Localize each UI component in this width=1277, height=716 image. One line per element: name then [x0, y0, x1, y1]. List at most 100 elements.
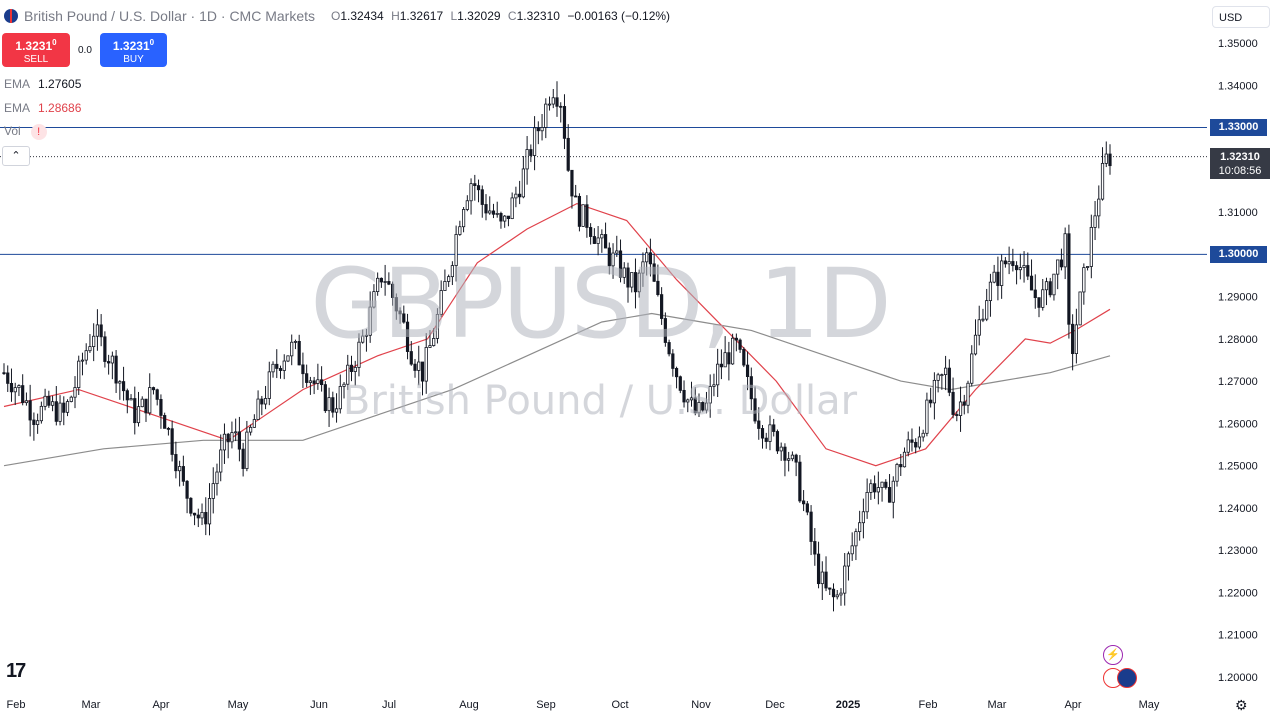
candle: [297, 334, 301, 366]
candle: [992, 264, 996, 284]
candle: [1048, 277, 1052, 298]
symbol-title[interactable]: British Pound / U.S. Dollar: [24, 8, 187, 24]
buy-price: 1.3231: [112, 39, 150, 53]
currency-selector[interactable]: USD: [1212, 6, 1270, 28]
candle: [914, 438, 918, 454]
buy-label: BUY: [123, 54, 144, 65]
candle-body: [902, 451, 907, 468]
candle-body: [219, 449, 223, 473]
candle: [891, 476, 895, 519]
us-uk-flags-icon[interactable]: [1103, 668, 1137, 688]
candle: [65, 399, 70, 417]
candle-body: [155, 389, 159, 400]
warning-icon[interactable]: !: [30, 124, 47, 140]
candle: [932, 372, 936, 420]
ema-1-legend[interactable]: EMA 1.27605: [4, 77, 82, 91]
candle-body: [611, 252, 615, 267]
candle-body: [1104, 153, 1108, 164]
candle-body: [727, 352, 731, 365]
candle-body: [263, 398, 268, 405]
candle: [69, 395, 73, 403]
candle-body: [476, 185, 481, 191]
candle: [865, 478, 869, 519]
candle: [693, 387, 697, 416]
candle: [491, 203, 496, 219]
candle-body: [166, 427, 171, 430]
candle: [222, 423, 227, 464]
ema-2-legend[interactable]: EMA 1.28686: [4, 101, 82, 115]
candle: [293, 339, 298, 350]
candle-body: [1100, 162, 1105, 200]
candle-body: [674, 368, 679, 378]
candle-body: [361, 335, 365, 343]
candle: [958, 386, 963, 432]
candle: [166, 426, 171, 436]
candle: [723, 336, 727, 368]
candle-body: [951, 391, 955, 415]
candle-body: [439, 290, 443, 315]
buy-button[interactable]: 1.32310 BUY: [100, 33, 167, 67]
candle-body: [645, 252, 649, 263]
candle: [846, 551, 851, 581]
candle: [869, 479, 873, 500]
candle: [970, 345, 974, 387]
sell-button[interactable]: 1.32310 SELL: [2, 33, 70, 67]
lightning-icon[interactable]: ⚡: [1103, 645, 1123, 665]
candle: [544, 98, 548, 139]
candle-body: [114, 355, 118, 384]
candle: [390, 281, 395, 306]
high-value: 1.32617: [399, 9, 444, 23]
candle: [645, 247, 649, 276]
candle: [178, 460, 182, 487]
candle-body: [394, 297, 398, 312]
candle-body: [267, 371, 271, 399]
candle: [772, 418, 776, 437]
candle-body: [211, 483, 215, 499]
candle-body: [196, 514, 200, 519]
candle-body: [402, 313, 406, 323]
candle-body: [349, 364, 354, 372]
candle-body: [936, 374, 940, 381]
tradingview-logo[interactable]: 17: [6, 660, 26, 682]
candle: [260, 395, 264, 416]
candle: [144, 398, 148, 422]
gbp-usd-flag-icon: [4, 9, 18, 23]
candle: [200, 503, 204, 526]
candle-body: [241, 448, 245, 469]
candle: [581, 204, 585, 227]
candle-body: [1063, 233, 1067, 268]
candle-body: [783, 446, 787, 461]
candle: [738, 338, 742, 353]
x-tick-label: Apr: [1064, 699, 1081, 711]
candle-body: [734, 337, 738, 341]
candle-body: [753, 398, 757, 422]
candle: [626, 262, 630, 303]
candle-body: [540, 127, 544, 132]
symbol-header[interactable]: British Pound / U.S. Dollar · 1D · CMC M…: [4, 8, 670, 24]
candle-body: [738, 339, 742, 350]
candle-body: [174, 454, 178, 472]
candle: [1029, 259, 1034, 291]
candle-body: [973, 334, 978, 355]
candle: [420, 361, 425, 396]
candle: [129, 394, 133, 401]
collapse-legend-button[interactable]: ⌃: [2, 146, 30, 166]
settings-gear-icon[interactable]: ⚙: [1235, 697, 1248, 713]
candle-body: [1085, 266, 1090, 268]
candle: [510, 192, 514, 220]
candle-body: [204, 512, 208, 525]
candle: [876, 471, 880, 505]
candle-body: [921, 432, 925, 438]
candle: [62, 396, 66, 426]
candle: [394, 293, 398, 320]
candle-body: [1033, 289, 1037, 299]
candle: [305, 364, 309, 388]
candle-body: [768, 424, 772, 442]
vol-legend[interactable]: Vol!: [4, 124, 47, 140]
candle: [521, 155, 525, 199]
interval-label[interactable]: 1D: [199, 8, 217, 24]
candle-body: [671, 353, 675, 369]
change-value: −0.00163 (−0.12%): [567, 9, 671, 23]
candle-body: [163, 415, 167, 429]
candle: [551, 88, 555, 109]
